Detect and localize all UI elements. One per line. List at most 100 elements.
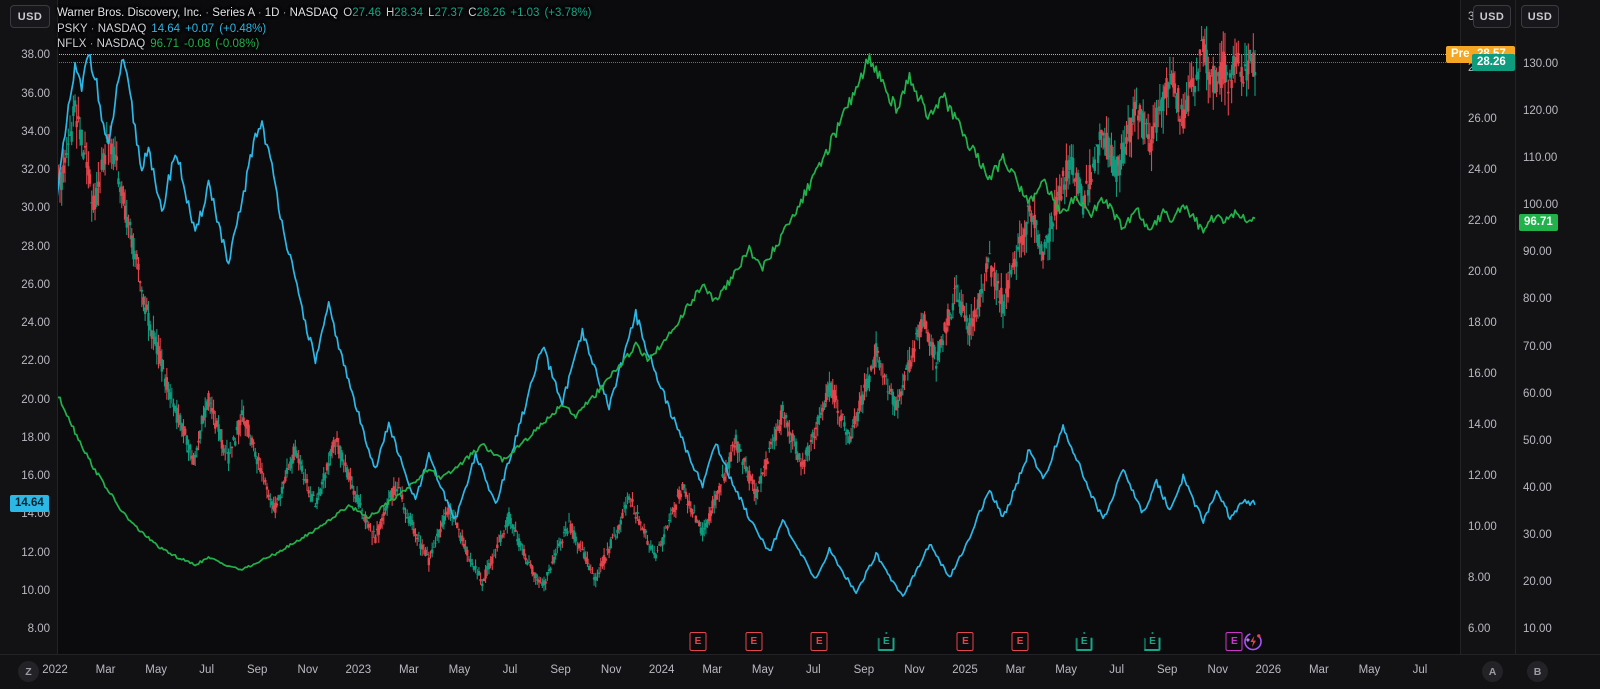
legend-h-label: H [385, 7, 395, 19]
ai-sparkle-icon[interactable] [1242, 631, 1263, 652]
axis-tick-label: 16.00 [1468, 368, 1497, 380]
axis-tick-label: 16.00 [21, 470, 50, 482]
currency-button-left[interactable]: USD [10, 5, 50, 28]
line-series-nflx [57, 53, 1256, 571]
legend-interval: 1D [264, 7, 280, 19]
earnings-marker-label: E [1080, 636, 1088, 647]
nav-button-b[interactable]: B [1527, 661, 1548, 682]
axis-tick-label: 100.00 [1523, 199, 1559, 212]
time-axis-label: May [1055, 664, 1077, 676]
time-axis-label: Mar [95, 664, 116, 676]
legend-nflx-symbol: NFLX [57, 38, 87, 50]
line-series-psky [57, 53, 1256, 597]
time-axis-label: Jul [805, 664, 821, 676]
legend-psky-change-pct: (+0.48%) [219, 22, 267, 35]
legend-psky-symbol: PSKY [57, 22, 88, 35]
chart-legend: Warner Bros. Discovery, Inc. · Series A … [57, 6, 591, 53]
time-axis-label: Jul [502, 664, 518, 676]
axis-tick-label: 22.00 [21, 355, 50, 368]
time-axis-label: Jul [1109, 664, 1125, 676]
time-axis-label: Nov [600, 664, 622, 676]
axis-tick-label: 24.00 [21, 317, 50, 329]
zoom-reset-button[interactable]: Z [18, 661, 39, 682]
time-axis-label: May [1358, 664, 1381, 676]
axis-tick-label: 8.00 [27, 623, 50, 635]
price-badge-nflx[interactable]: 96.71 [1519, 213, 1558, 231]
earnings-marker-label: E [816, 636, 823, 647]
price-badge-psky[interactable]: 14.64 [10, 495, 49, 512]
axis-tick-label: 10.00 [21, 584, 50, 597]
earnings-marker-icon[interactable]: E [956, 632, 974, 651]
time-axis-label: Nov [904, 664, 925, 676]
axis-divider-left [57, 0, 58, 654]
axis-tick-label: 60.00 [1523, 387, 1552, 400]
earnings-marker-icon[interactable]: E [689, 632, 707, 651]
price-badge-wbd[interactable]: 28.26 [1472, 54, 1515, 72]
axis-tick-label: 32.00 [21, 164, 50, 176]
legend-c-value: 28.26 [476, 7, 506, 19]
legend-row-psky[interactable]: PSKY · NASDAQ 14.64 +0.07 (+0.48%) [57, 22, 267, 35]
axis-tick-label: 110.00 [1523, 152, 1558, 165]
currency-button-right-a[interactable]: USD [1473, 5, 1511, 28]
earnings-marker-icon[interactable]: E [745, 632, 763, 651]
legend-nflx-last: 96.71 [150, 38, 179, 50]
time-axis-label: Mar [702, 664, 723, 676]
axis-tick-label: 130.00 [1523, 58, 1559, 71]
earnings-marker-icon[interactable]: E [877, 632, 895, 651]
time-axis-label: Nov [297, 664, 318, 676]
currency-button-right-b[interactable]: USD [1521, 5, 1559, 28]
axis-divider-right-a [1460, 0, 1461, 654]
axis-tick-label: 80.00 [1523, 293, 1552, 306]
premarket-tag: Pre [1446, 46, 1475, 64]
earnings-marker-icon[interactable]: E [1143, 632, 1161, 651]
axis-tick-label: 18.00 [1468, 317, 1497, 329]
axis-tick-label: 20.00 [1523, 575, 1552, 588]
axis-tick-label: 8.00 [1468, 572, 1491, 584]
time-axis-label: Jul [199, 664, 215, 676]
candlestick-series [57, 25, 1257, 592]
axis-tick-label: 12.00 [21, 546, 50, 559]
earnings-marker-icon[interactable]: E [810, 632, 828, 651]
axis-tick-label: 70.00 [1523, 340, 1552, 353]
earnings-marker-label: E [1016, 636, 1024, 647]
legend-series: Series A [212, 7, 255, 19]
legend-c-label: C [468, 7, 477, 19]
legend-psky-change: +0.07 [185, 22, 215, 35]
legend-symbol-name: Warner Bros. Discovery, Inc. [57, 7, 203, 19]
axis-tick-label: 14.00 [1468, 419, 1497, 431]
legend-change: +1.03 [510, 7, 540, 19]
time-axis-label: Jul [1412, 664, 1428, 676]
left-price-axis-pane[interactable]: 40.0038.0036.0034.0032.0030.0028.0026.00… [0, 0, 57, 654]
legend-change-pct: (+3.78%) [544, 7, 592, 19]
price-level-line [57, 54, 1460, 56]
earnings-marker-icon[interactable]: E [1225, 632, 1243, 651]
time-axis-label: May [751, 664, 774, 676]
axis-tick-label: 10.00 [1523, 623, 1552, 635]
legend-h-value: 28.34 [394, 7, 424, 19]
time-axis-label: Sep [246, 664, 268, 676]
time-axis-label: 2023 [345, 664, 372, 676]
nav-button-a[interactable]: A [1482, 661, 1503, 682]
time-axis-label: Mar [1005, 664, 1026, 676]
time-axis[interactable]: Z A B 2022 Mar May Jul Sep Nov 2023 Mar May Jul Se… [0, 632, 1600, 689]
time-axis-label: Sep [853, 664, 875, 676]
earnings-marker-icon[interactable]: E [1011, 632, 1029, 651]
earnings-marker-label: E [882, 636, 890, 647]
right-price-axis-b-pane[interactable]: 140.00130.00120.00110.00100.0090.0080.00… [1515, 0, 1600, 654]
axis-tick-label: 30.00 [21, 202, 50, 215]
legend-row-nflx[interactable]: NFLX · NASDAQ 96.71 -0.08 (-0.08%) [57, 38, 260, 50]
axis-tick-label: 38.00 [21, 49, 50, 62]
legend-row-main[interactable]: Warner Bros. Discovery, Inc. · Series A … [57, 7, 592, 19]
axis-tick-label: 26.00 [21, 278, 50, 291]
price-level-line [57, 62, 1460, 64]
axis-tick-label: 20.00 [21, 393, 50, 406]
time-axis-label: Sep [550, 664, 571, 676]
right-price-axis-a-pane[interactable]: 30.0028.0026.0024.0022.0020.0018.0016.00… [1460, 0, 1515, 654]
legend-o-label: O [343, 7, 353, 19]
chart-plot-area[interactable] [57, 0, 1460, 654]
earnings-marker-icon[interactable]: E [1075, 632, 1093, 651]
time-axis-label: Mar [398, 664, 419, 676]
time-axis-label: 2025 [952, 664, 978, 676]
axis-tick-label: 120.00 [1523, 105, 1559, 118]
axis-divider-right-b [1515, 0, 1516, 654]
